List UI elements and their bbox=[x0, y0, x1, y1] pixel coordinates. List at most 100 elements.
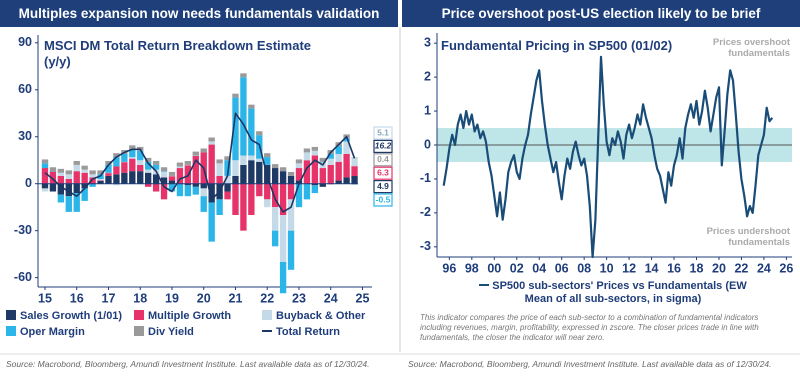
bar bbox=[137, 164, 144, 172]
bar bbox=[65, 179, 72, 184]
bar bbox=[264, 157, 271, 165]
bar bbox=[89, 174, 96, 178]
legend: SP500 sub-sectors' Prices vs Fundamental… bbox=[478, 280, 748, 306]
bar bbox=[224, 175, 231, 184]
bar bbox=[208, 141, 215, 145]
bar bbox=[343, 177, 350, 184]
bar bbox=[81, 165, 88, 170]
bar bbox=[105, 172, 112, 176]
bar bbox=[113, 153, 120, 158]
bar bbox=[303, 160, 311, 184]
bar bbox=[192, 155, 199, 184]
end-label-box bbox=[373, 193, 393, 207]
legend-item: Oper Margin bbox=[6, 326, 85, 338]
end-label-box bbox=[373, 153, 393, 167]
bar bbox=[168, 180, 176, 184]
bar bbox=[129, 149, 136, 158]
bar bbox=[113, 183, 120, 186]
bar bbox=[335, 146, 342, 154]
bar bbox=[81, 172, 88, 184]
bar bbox=[121, 161, 128, 173]
x-tick-label: 00 bbox=[487, 261, 501, 275]
bar bbox=[89, 177, 96, 184]
end-label-box bbox=[373, 180, 393, 194]
bar bbox=[176, 183, 184, 197]
bar bbox=[184, 164, 192, 166]
legend-item: Total Return bbox=[262, 326, 340, 338]
x-tick-label: 22 bbox=[260, 291, 274, 305]
x-tick-label: 16 bbox=[70, 291, 84, 305]
bar bbox=[232, 97, 239, 161]
y-tick-label: -1 bbox=[420, 171, 431, 185]
legend-label: Buyback & Other bbox=[276, 310, 366, 322]
bar bbox=[343, 138, 350, 142]
bar bbox=[240, 77, 247, 156]
bar bbox=[256, 158, 263, 162]
bar bbox=[41, 188, 49, 192]
bar bbox=[176, 162, 184, 167]
bar bbox=[176, 168, 184, 184]
bar bbox=[41, 159, 49, 164]
bar bbox=[303, 152, 311, 161]
bar bbox=[105, 175, 112, 184]
bar bbox=[129, 145, 136, 150]
bar bbox=[271, 168, 279, 184]
bar bbox=[57, 183, 65, 195]
bar bbox=[113, 157, 120, 167]
bar bbox=[287, 183, 295, 200]
legend-item: Buyback & Other bbox=[262, 310, 365, 322]
bar bbox=[287, 171, 295, 176]
bar bbox=[65, 196, 72, 212]
legend-swatch bbox=[262, 330, 272, 332]
bar bbox=[279, 261, 287, 294]
x-tick-label: 20 bbox=[197, 291, 211, 305]
bar bbox=[208, 202, 215, 242]
x-tick-label: 19 bbox=[165, 291, 179, 305]
bar bbox=[264, 153, 271, 158]
bar bbox=[351, 166, 358, 177]
bar bbox=[192, 183, 199, 187]
x-tick-label: 08 bbox=[577, 261, 591, 275]
bar bbox=[144, 183, 152, 187]
bar bbox=[319, 157, 326, 162]
bar bbox=[160, 167, 168, 172]
legend-swatch bbox=[262, 310, 272, 320]
bar bbox=[351, 158, 358, 167]
legend-swatch bbox=[134, 326, 144, 336]
y-tick-label: -60 bbox=[14, 270, 32, 284]
bar bbox=[287, 199, 295, 231]
x-tick-label: 26 bbox=[779, 261, 793, 275]
bar bbox=[168, 175, 176, 181]
bar bbox=[319, 183, 326, 187]
bar bbox=[81, 169, 88, 173]
bar bbox=[73, 171, 80, 184]
bar bbox=[200, 196, 207, 212]
bar bbox=[41, 163, 49, 169]
bar bbox=[129, 157, 136, 159]
y-tick-label: -30 bbox=[14, 223, 32, 237]
bar bbox=[240, 183, 247, 231]
bar bbox=[73, 164, 80, 172]
x-tick-label: 15 bbox=[38, 291, 52, 305]
bar bbox=[152, 174, 160, 184]
y-tick-label: -3 bbox=[420, 239, 431, 253]
bar bbox=[311, 185, 319, 194]
legend-label: Sales Growth (1/01) bbox=[20, 310, 123, 322]
annotation: Prices undershoot fundamentals bbox=[706, 226, 790, 248]
bar bbox=[311, 155, 319, 184]
y-tick-label: 3 bbox=[424, 35, 431, 49]
bar bbox=[216, 199, 223, 215]
bar bbox=[311, 146, 319, 151]
end-label: 4.9 bbox=[377, 181, 389, 191]
bar bbox=[73, 161, 80, 165]
bar bbox=[248, 155, 255, 161]
bar bbox=[295, 183, 303, 208]
legend-label: SP500 sub-sectors' Prices vs Fundamental… bbox=[492, 280, 747, 305]
x-tick-label: 18 bbox=[690, 261, 704, 275]
legend-item: Multiple Growth bbox=[134, 310, 231, 322]
bar bbox=[208, 144, 215, 184]
bar bbox=[264, 183, 271, 200]
bar bbox=[137, 171, 144, 184]
